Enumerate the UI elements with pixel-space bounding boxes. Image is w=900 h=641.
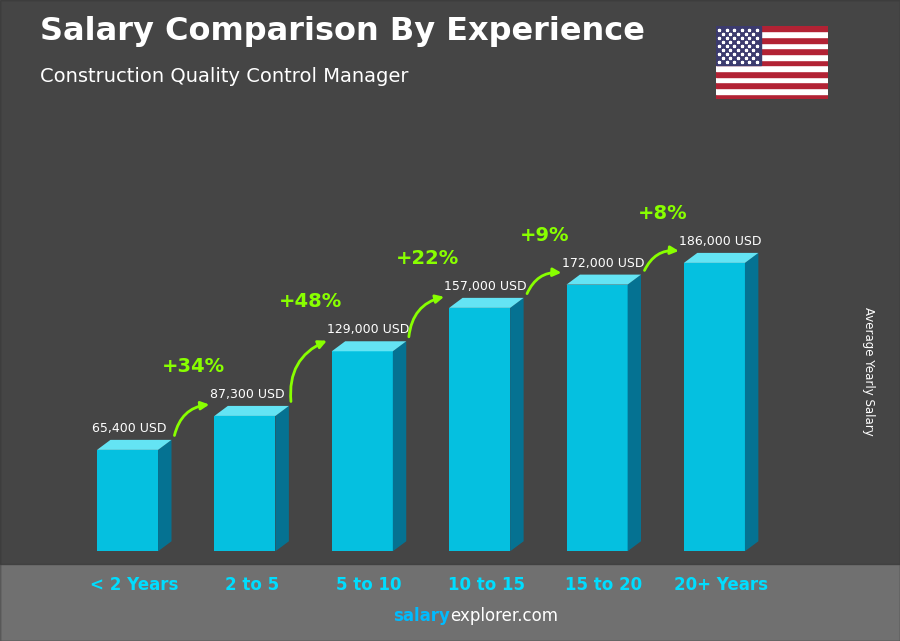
Polygon shape — [158, 440, 172, 551]
Polygon shape — [566, 285, 627, 551]
Text: +48%: +48% — [279, 292, 342, 312]
Polygon shape — [745, 253, 759, 551]
Text: 2 to 5: 2 to 5 — [225, 576, 279, 594]
Text: Average Yearly Salary: Average Yearly Salary — [862, 308, 875, 436]
Bar — [716, 71, 828, 77]
Bar — [716, 65, 828, 71]
Polygon shape — [627, 274, 641, 551]
Text: 172,000 USD: 172,000 USD — [562, 256, 644, 270]
Text: +9%: +9% — [520, 226, 570, 245]
Polygon shape — [684, 253, 759, 263]
Text: 186,000 USD: 186,000 USD — [680, 235, 761, 248]
Text: +34%: +34% — [161, 357, 224, 376]
Text: +22%: +22% — [396, 249, 459, 268]
Bar — [716, 77, 828, 82]
Bar — [716, 54, 828, 60]
Text: 87,300 USD: 87,300 USD — [210, 388, 284, 401]
Text: Salary Comparison By Experience: Salary Comparison By Experience — [40, 16, 645, 47]
Text: 65,400 USD: 65,400 USD — [93, 422, 166, 435]
Polygon shape — [510, 298, 524, 551]
Bar — [0, 0, 900, 564]
Text: +8%: +8% — [637, 204, 688, 223]
Bar — [716, 94, 828, 99]
Polygon shape — [214, 416, 275, 551]
Bar — [716, 88, 828, 94]
Bar — [716, 26, 760, 65]
Text: 129,000 USD: 129,000 USD — [327, 323, 410, 337]
Text: 10 to 15: 10 to 15 — [448, 576, 525, 594]
Polygon shape — [566, 274, 641, 285]
Bar — [716, 37, 828, 43]
Bar — [716, 82, 828, 88]
Polygon shape — [449, 298, 524, 308]
Bar — [716, 60, 828, 65]
Bar — [716, 31, 828, 37]
Bar — [716, 43, 828, 48]
Polygon shape — [332, 341, 406, 351]
Text: 157,000 USD: 157,000 USD — [445, 280, 527, 293]
Polygon shape — [684, 263, 745, 551]
Polygon shape — [214, 406, 289, 416]
Text: 15 to 20: 15 to 20 — [565, 576, 643, 594]
Text: Construction Quality Control Manager: Construction Quality Control Manager — [40, 67, 409, 87]
Polygon shape — [332, 351, 392, 551]
Bar — [716, 26, 828, 31]
Polygon shape — [97, 440, 172, 450]
Text: < 2 Years: < 2 Years — [90, 576, 178, 594]
Bar — [716, 48, 828, 54]
Text: salary: salary — [393, 607, 450, 625]
Polygon shape — [449, 308, 510, 551]
Text: 5 to 10: 5 to 10 — [337, 576, 401, 594]
Text: explorer.com: explorer.com — [450, 607, 558, 625]
Polygon shape — [392, 341, 406, 551]
Polygon shape — [97, 450, 158, 551]
Polygon shape — [275, 406, 289, 551]
Text: 20+ Years: 20+ Years — [674, 576, 768, 594]
